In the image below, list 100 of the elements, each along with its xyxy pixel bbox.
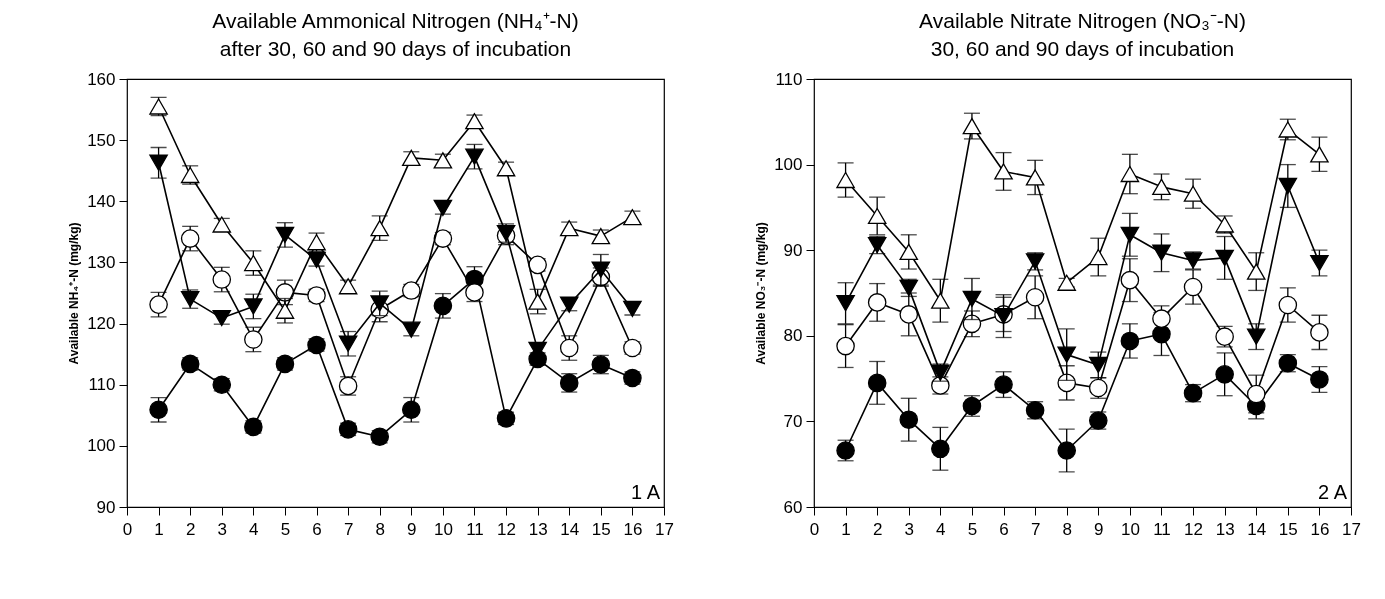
y-tick-label: 140 (87, 191, 116, 211)
chart-title: Available Nitrate Nitrogen (NO₃⁻-N) 30, 60 and 90 days of incubation (919, 9, 1246, 60)
point (1057, 346, 1077, 363)
point (338, 335, 358, 352)
point (1278, 177, 1298, 195)
x-tick-label: 12 (1184, 519, 1204, 539)
point (244, 330, 263, 349)
y-tick-label: 100 (774, 155, 803, 175)
y-tick-label: 90 (783, 240, 803, 260)
point (994, 163, 1013, 180)
point (867, 293, 887, 312)
point (1246, 384, 1266, 404)
annotation: 2 A (1318, 481, 1348, 503)
x-tick-label: 9 (1094, 519, 1104, 539)
y-tick-label: 120 (87, 314, 116, 334)
x-tick-label: 3 (217, 519, 227, 539)
x-tick-label: 16 (1310, 519, 1330, 539)
x-tick-label: 7 (1030, 519, 1041, 539)
y-tick-label: 70 (783, 411, 803, 431)
x-tick-label: 8 (1062, 519, 1072, 539)
x-tick-label: 14 (560, 519, 580, 539)
point (338, 278, 358, 295)
point (370, 220, 390, 237)
point (244, 254, 263, 272)
point (1183, 277, 1203, 297)
y-tick-label: 110 (88, 375, 116, 395)
y-tick-label: 110 (775, 69, 803, 89)
x-tick-label: 1 (154, 519, 164, 539)
point (370, 295, 390, 312)
y-tick-label: 160 (87, 69, 116, 89)
x-tick-label: 1 (841, 519, 851, 539)
point (433, 152, 453, 169)
point (1310, 254, 1329, 272)
x-tick-label: 9 (407, 519, 417, 539)
x-tick-label: 12 (497, 519, 517, 539)
x-tick-label: 11 (466, 519, 484, 539)
point (1120, 331, 1140, 351)
point (180, 229, 200, 248)
point (899, 410, 919, 429)
x-tick-label: 13 (1215, 519, 1235, 539)
point (212, 309, 232, 327)
point (212, 270, 232, 289)
point (1057, 441, 1077, 460)
x-tick-label: 15 (1278, 519, 1298, 539)
point (1120, 270, 1140, 290)
point (307, 251, 326, 269)
x-tick-label: 4 (936, 519, 946, 539)
point (867, 207, 887, 225)
point (149, 295, 168, 314)
point (496, 160, 516, 177)
point (149, 154, 168, 171)
point (244, 298, 263, 315)
point (1152, 244, 1171, 261)
point (149, 400, 168, 420)
point (1088, 248, 1108, 266)
y-tick-label: 60 (783, 497, 803, 517)
x-tick-label: 11 (1153, 519, 1171, 539)
point (1310, 370, 1329, 389)
y-tick-label: 150 (87, 130, 116, 150)
point (1278, 295, 1298, 315)
point (1025, 169, 1045, 186)
point (931, 292, 950, 309)
x-tick-label: 2 (872, 519, 883, 539)
point (931, 439, 950, 459)
point (1152, 309, 1171, 328)
point (962, 290, 982, 308)
point (1057, 373, 1077, 393)
point (867, 373, 887, 393)
point (1310, 146, 1329, 163)
point (836, 295, 855, 312)
x-tick-label: 2 (185, 519, 196, 539)
x-tick-label: 14 (1247, 519, 1267, 539)
point (1120, 165, 1140, 183)
y-axis-title: Available NH₄⁺-N (mg/kg) (67, 222, 82, 365)
point (591, 261, 611, 278)
point (275, 302, 295, 319)
point (1088, 356, 1108, 374)
x-tick-label: 17 (655, 519, 674, 539)
point (1025, 287, 1045, 307)
point (465, 148, 484, 165)
point (899, 305, 919, 324)
x-tick-label: 17 (1342, 519, 1361, 539)
point (1215, 249, 1234, 267)
point (1310, 323, 1329, 342)
point (433, 296, 453, 316)
x-tick-label: 0 (809, 519, 820, 539)
x-tick-label: 0 (122, 519, 133, 539)
x-tick-label: 6 (312, 519, 322, 539)
point (1246, 263, 1266, 280)
x-tick-label: 13 (528, 519, 548, 539)
y-tick-label: 90 (96, 497, 116, 517)
point (1120, 226, 1140, 243)
point (1152, 178, 1171, 196)
point (1215, 365, 1234, 384)
point (899, 243, 919, 261)
point (528, 293, 547, 310)
point (836, 336, 855, 356)
chart-title: Available Ammonical Nitrogen (NH₄⁺-N) after 30, 60 and 90 days of incubation (212, 9, 579, 60)
y-tick-label: 80 (783, 326, 803, 346)
x-tick-label: 15 (591, 519, 611, 539)
